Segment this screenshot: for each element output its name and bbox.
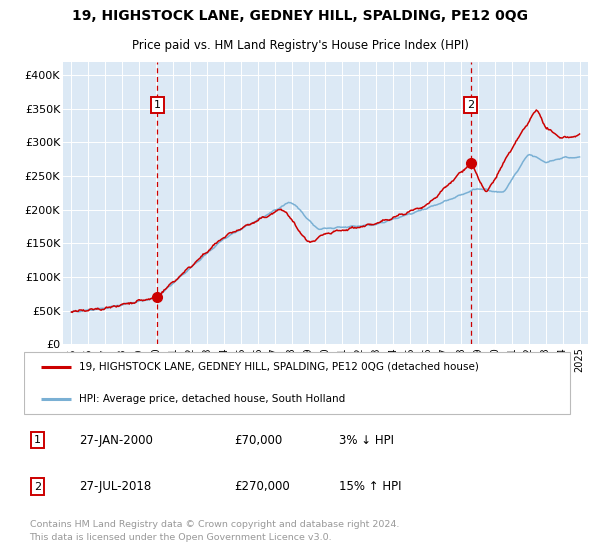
Text: 2: 2 — [34, 482, 41, 492]
Text: 1: 1 — [34, 435, 41, 445]
Text: £270,000: £270,000 — [234, 480, 290, 493]
Text: 1: 1 — [154, 100, 161, 110]
Text: HPI: Average price, detached house, South Holland: HPI: Average price, detached house, Sout… — [79, 394, 346, 404]
Text: 27-JAN-2000: 27-JAN-2000 — [79, 434, 153, 447]
Text: 2: 2 — [467, 100, 474, 110]
Text: £70,000: £70,000 — [234, 434, 282, 447]
Text: 27-JUL-2018: 27-JUL-2018 — [79, 480, 151, 493]
FancyBboxPatch shape — [24, 352, 571, 414]
Text: 19, HIGHSTOCK LANE, GEDNEY HILL, SPALDING, PE12 0QG: 19, HIGHSTOCK LANE, GEDNEY HILL, SPALDIN… — [72, 10, 528, 24]
Text: 19, HIGHSTOCK LANE, GEDNEY HILL, SPALDING, PE12 0QG (detached house): 19, HIGHSTOCK LANE, GEDNEY HILL, SPALDIN… — [79, 362, 479, 372]
Text: 3% ↓ HPI: 3% ↓ HPI — [338, 434, 394, 447]
Text: Price paid vs. HM Land Registry's House Price Index (HPI): Price paid vs. HM Land Registry's House … — [131, 39, 469, 53]
Text: 15% ↑ HPI: 15% ↑ HPI — [338, 480, 401, 493]
Text: Contains HM Land Registry data © Crown copyright and database right 2024.
This d: Contains HM Land Registry data © Crown c… — [29, 520, 399, 542]
